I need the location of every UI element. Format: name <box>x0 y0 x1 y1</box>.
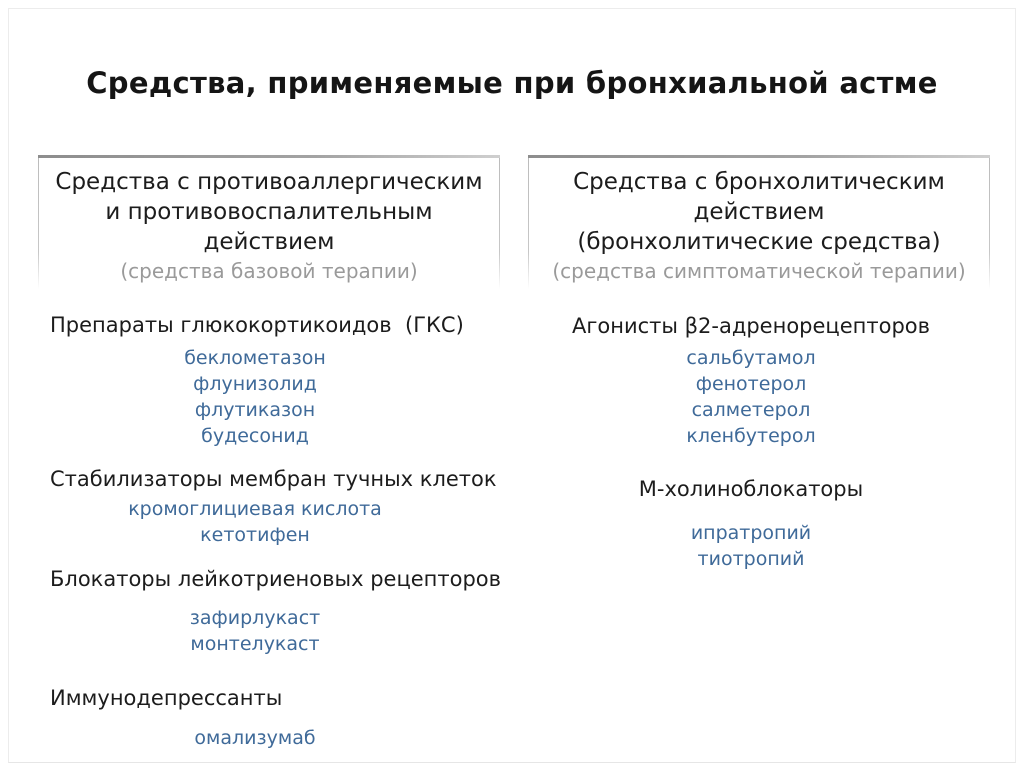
section-immunosuppressants: Иммунодепрессанты омализумаб <box>40 684 506 751</box>
box-title-line: Средства с противоаллергическим <box>55 169 483 195</box>
drug-name: сальбутамол <box>686 347 816 369</box>
drug-name: фенотерол <box>695 373 807 395</box>
section-m-cholinoblockers: М-холиноблокаторы ипратропий тиотропий <box>520 475 982 572</box>
drug-name: салметерол <box>691 399 811 421</box>
section-heading: Препараты глюкокортикоидов (ГКС) <box>50 313 464 337</box>
drug-list: кромоглициевая кислота кетотифен <box>40 496 470 548</box>
section-glucocorticoids: Препараты глюкокортикоидов (ГКС) бекломе… <box>40 311 506 449</box>
box-subtitle: (средства базовой терапии) <box>120 259 418 283</box>
box-right-border <box>989 158 990 289</box>
box-title-line: действием <box>693 199 825 225</box>
drug-name: кленбутерол <box>686 425 816 447</box>
drug-list: беклометазон флунизолид флутиказон будес… <box>40 345 470 449</box>
drug-name: монтелукаст <box>190 633 320 655</box>
section-mast-cell-stabilizers: Стабилизаторы мембран тучных клеток кром… <box>40 465 506 548</box>
box-left-border <box>528 158 529 289</box>
box-subtitle: (средства симптоматической терапии) <box>552 259 966 283</box>
drug-name: кромоглициевая кислота <box>128 498 382 520</box>
section-heading: Иммунодепрессанты <box>50 686 283 710</box>
box-right-border <box>499 158 500 289</box>
drug-list: зафирлукаст монтелукаст <box>40 605 470 657</box>
drug-name: омализумаб <box>194 727 316 749</box>
box-antiallergic-antiinflammatory: Средства с противоаллергическим и против… <box>38 155 500 289</box>
section-heading: Блокаторы лейкотриеновых рецепторов <box>50 567 502 591</box>
box-top-border <box>38 155 500 158</box>
box-title-line: и противовоспалительным <box>105 199 433 225</box>
box-top-border <box>528 155 990 158</box>
header-boxes-row: Средства с противоаллергическим и против… <box>38 155 990 289</box>
box-title-line: действием <box>203 229 335 255</box>
column-symptomatic-therapy: Агонисты β2-адренорецепторов сальбутамол… <box>520 303 982 572</box>
drug-name: зафирлукаст <box>189 607 321 629</box>
drug-name: ипратропий <box>690 522 812 544</box>
drug-name: беклометазон <box>184 347 326 369</box>
page-title: Средства, применяемые при бронхиальной а… <box>86 66 938 100</box>
section-beta2-agonists: Агонисты β2-адренорецепторов сальбутамол… <box>520 312 982 449</box>
box-title-line: Средства с бронхолитическим <box>573 169 945 195</box>
drug-list: сальбутамол фенотерол салметерол кленбут… <box>520 345 982 449</box>
box-left-border <box>38 158 39 289</box>
drug-name: флутиказон <box>194 399 316 421</box>
column-basic-therapy: Препараты глюкокортикоидов (ГКС) бекломе… <box>40 303 506 751</box>
drug-name: будесонид <box>201 425 309 447</box>
section-leukotriene-blockers: Блокаторы лейкотриеновых рецепторов зафи… <box>40 565 506 657</box>
drug-name: тиотропий <box>697 548 805 570</box>
drug-name: флунизолид <box>193 373 317 395</box>
section-heading: Агонисты β2-адренорецепторов <box>571 314 931 338</box>
section-heading: Стабилизаторы мембран тучных клеток <box>50 467 497 491</box>
drug-list: омализумаб <box>40 725 470 751</box>
box-bronchodilator: Средства с бронхолитическим действием (б… <box>528 155 990 289</box>
drug-list: ипратропий тиотропий <box>520 520 982 572</box>
drug-name: кетотифен <box>200 524 310 546</box>
box-title-line: (бронхолитические средства) <box>577 229 941 255</box>
section-heading: М-холиноблокаторы <box>638 477 864 501</box>
